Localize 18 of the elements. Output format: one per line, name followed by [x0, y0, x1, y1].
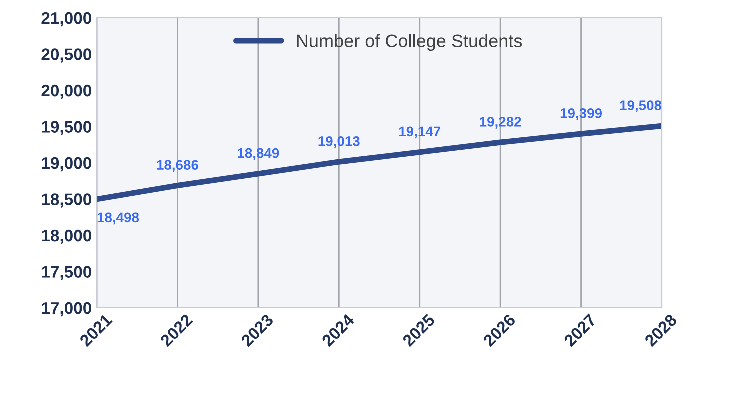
y-tick-label: 21,000 [42, 12, 92, 27]
legend-label: Number of College Students [297, 34, 522, 52]
data-label: 19,282 [480, 117, 522, 129]
y-tick-label: 17,500 [42, 266, 92, 280]
data-label: 19,147 [399, 126, 440, 139]
data-label: 18,498 [98, 212, 140, 225]
data-label: 19,508 [620, 100, 662, 112]
y-tick-label: 19,000 [42, 157, 92, 172]
y-tick-label: 17,000 [42, 302, 92, 317]
data-label: 18,849 [238, 148, 280, 160]
y-tick-label: 19,500 [42, 121, 92, 136]
data-label: 19,399 [560, 108, 602, 120]
y-tick-label: 20,500 [42, 48, 92, 63]
data-label: 18,686 [157, 160, 198, 172]
y-tick-label: 18,000 [42, 230, 92, 244]
y-tick-label: 18,500 [42, 194, 92, 208]
data-label: 19,013 [318, 136, 360, 148]
y-tick-label: 20,000 [42, 84, 92, 100]
